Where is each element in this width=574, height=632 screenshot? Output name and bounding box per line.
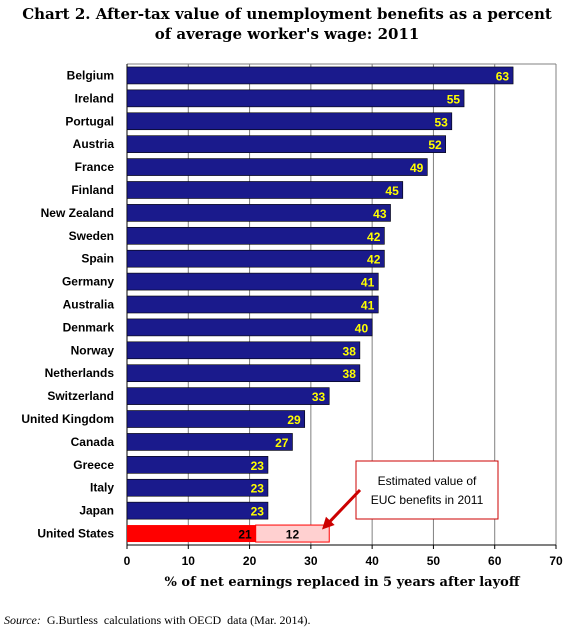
- source-prefix: Source:: [4, 613, 41, 627]
- bar-euc-extension: [255, 524, 330, 543]
- category-label: Germany: [62, 275, 114, 289]
- annotation-arrow-line: [325, 488, 362, 526]
- source-note: Source: G.Burtless calculations with OEC…: [4, 613, 311, 627]
- category-label: Canada: [71, 435, 115, 449]
- bar-value-label: 29: [287, 413, 301, 427]
- bar: [126, 89, 465, 108]
- bar: [126, 478, 269, 497]
- category-label: Australia: [63, 298, 115, 312]
- tick-label: 10: [182, 554, 196, 568]
- chart-title-line-2: of average worker's wage: 2011: [155, 25, 420, 43]
- bar: [126, 433, 293, 451]
- bar-value-label: 42: [367, 253, 381, 267]
- bar-value-label: 55: [447, 92, 461, 106]
- bar-value-label: 33: [312, 390, 326, 404]
- annotation-line-1: Estimated value of: [378, 474, 477, 488]
- bar-value-label: 38: [343, 367, 357, 381]
- tick-label: 20: [243, 554, 257, 568]
- x-axis-label: % of net earnings replaced in 5 years af…: [165, 575, 521, 590]
- bar: [126, 135, 446, 153]
- bar-value-label: 52: [428, 138, 442, 152]
- category-label: Belgium: [67, 68, 114, 82]
- bar-value-label: 21: [238, 528, 252, 542]
- bar-value-label: 43: [373, 207, 387, 221]
- category-label: Norway: [71, 343, 115, 357]
- bar-value-label: 40: [355, 321, 369, 335]
- tick-label: 40: [365, 554, 379, 568]
- bar: [126, 387, 330, 405]
- bar: [126, 364, 361, 383]
- tick-label: 70: [549, 554, 563, 568]
- bar-value-label: 53: [434, 115, 448, 129]
- bar: [126, 318, 373, 337]
- category-label: New Zealand: [41, 206, 114, 220]
- bar-value-label: 23: [251, 505, 265, 519]
- category-label: Greece: [73, 458, 114, 472]
- bar: [126, 181, 404, 199]
- bar: [126, 158, 428, 176]
- source-text: G.Burtless calculations with OECD data (…: [41, 613, 311, 627]
- category-label: Japan: [79, 504, 114, 518]
- category-label: Netherlands: [45, 366, 115, 380]
- bar: [126, 501, 269, 520]
- tick-label: 0: [124, 554, 131, 568]
- bar: [126, 272, 379, 291]
- tick-label: 30: [304, 554, 318, 568]
- bar-value-label: 27: [275, 436, 289, 450]
- bar-value-label: 41: [361, 299, 375, 313]
- bar: [127, 525, 256, 543]
- annotation-box: [355, 460, 499, 520]
- x-axis-ticks: 0 10 20 30 40 50 60 70: [124, 545, 563, 568]
- bar: [126, 204, 391, 222]
- category-label: Switzerland: [47, 389, 114, 403]
- category-label: United Kingdom: [21, 412, 114, 426]
- category-label: Ireland: [75, 91, 114, 105]
- bar: [126, 66, 514, 85]
- category-label: Sweden: [69, 229, 114, 243]
- bar-value-label: 41: [361, 276, 375, 290]
- category-label: Finland: [71, 183, 114, 197]
- category-label: Spain: [81, 252, 114, 266]
- annotation-line-2: EUC benefits in 2011: [371, 493, 484, 507]
- bars: 63 55 53 52 49 45 43 42 42 41 41 40 38 38 33 29 27 23 23 23…: [126, 66, 514, 543]
- annotation: Estimated value of EUC benefits in 2011: [322, 460, 499, 530]
- category-label: France: [75, 160, 115, 174]
- tick-label: 60: [488, 554, 502, 568]
- bar-value-label: 23: [251, 482, 265, 496]
- bar-value-label: 45: [385, 184, 399, 198]
- category-label: Italy: [90, 481, 114, 495]
- category-labels: Belgium Ireland Portugal Austria France Finla…: [21, 68, 114, 540]
- bar: [126, 341, 361, 360]
- bar: [126, 410, 306, 428]
- bar: [126, 295, 379, 314]
- bar: [126, 456, 269, 474]
- bar: [126, 249, 385, 268]
- category-label: Portugal: [65, 114, 114, 128]
- chart-title-line-1: Chart 2. After-tax value of unemployment…: [22, 5, 552, 23]
- bar-value-label: 63: [496, 69, 510, 83]
- bar-euc-value-label: 12: [286, 528, 300, 542]
- bar-value-label: 42: [367, 230, 381, 244]
- bar: [126, 112, 453, 131]
- annotation-arrow-head: [322, 516, 335, 530]
- category-label: United States: [37, 527, 114, 541]
- category-label: Denmark: [63, 320, 115, 334]
- bar-value-label: 23: [251, 459, 265, 473]
- category-label: Austria: [73, 137, 115, 151]
- bar-value-label: 38: [343, 344, 357, 358]
- bar: [126, 226, 385, 245]
- tick-label: 50: [427, 554, 441, 568]
- bar-value-label: 49: [410, 161, 424, 175]
